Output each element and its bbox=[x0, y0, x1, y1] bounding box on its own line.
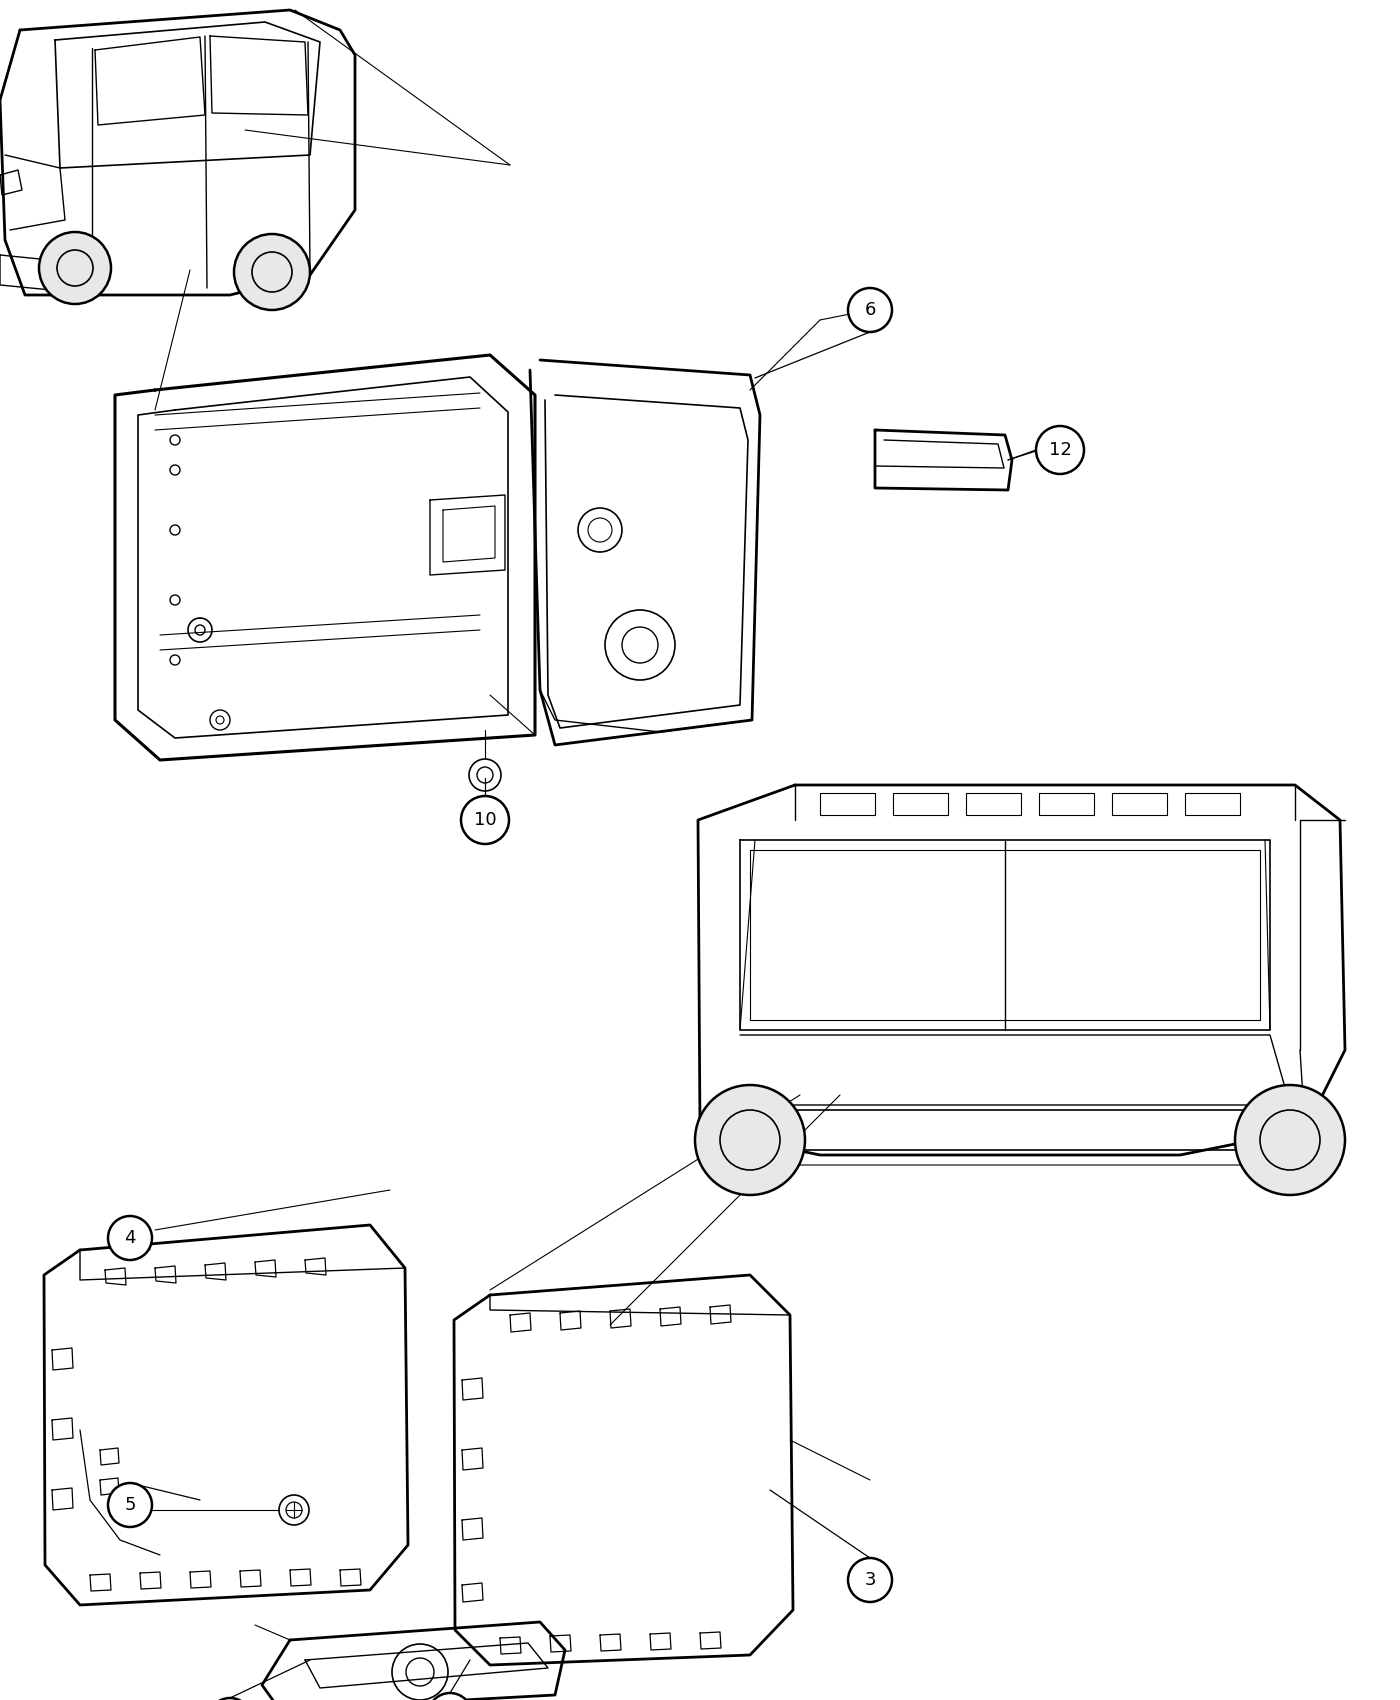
Circle shape bbox=[694, 1085, 805, 1195]
Circle shape bbox=[1235, 1085, 1345, 1195]
Text: 5: 5 bbox=[125, 1496, 136, 1515]
Text: 4: 4 bbox=[125, 1229, 136, 1248]
Circle shape bbox=[848, 287, 892, 332]
Circle shape bbox=[1036, 427, 1084, 474]
Circle shape bbox=[108, 1482, 153, 1527]
Circle shape bbox=[461, 796, 510, 843]
Circle shape bbox=[39, 231, 111, 304]
Circle shape bbox=[848, 1557, 892, 1601]
Text: 12: 12 bbox=[1049, 440, 1071, 459]
Circle shape bbox=[108, 1216, 153, 1260]
Circle shape bbox=[209, 1698, 252, 1700]
Text: 10: 10 bbox=[473, 811, 497, 830]
Text: 6: 6 bbox=[864, 301, 875, 320]
Circle shape bbox=[234, 235, 309, 309]
Text: 3: 3 bbox=[864, 1571, 876, 1590]
Circle shape bbox=[428, 1693, 472, 1700]
